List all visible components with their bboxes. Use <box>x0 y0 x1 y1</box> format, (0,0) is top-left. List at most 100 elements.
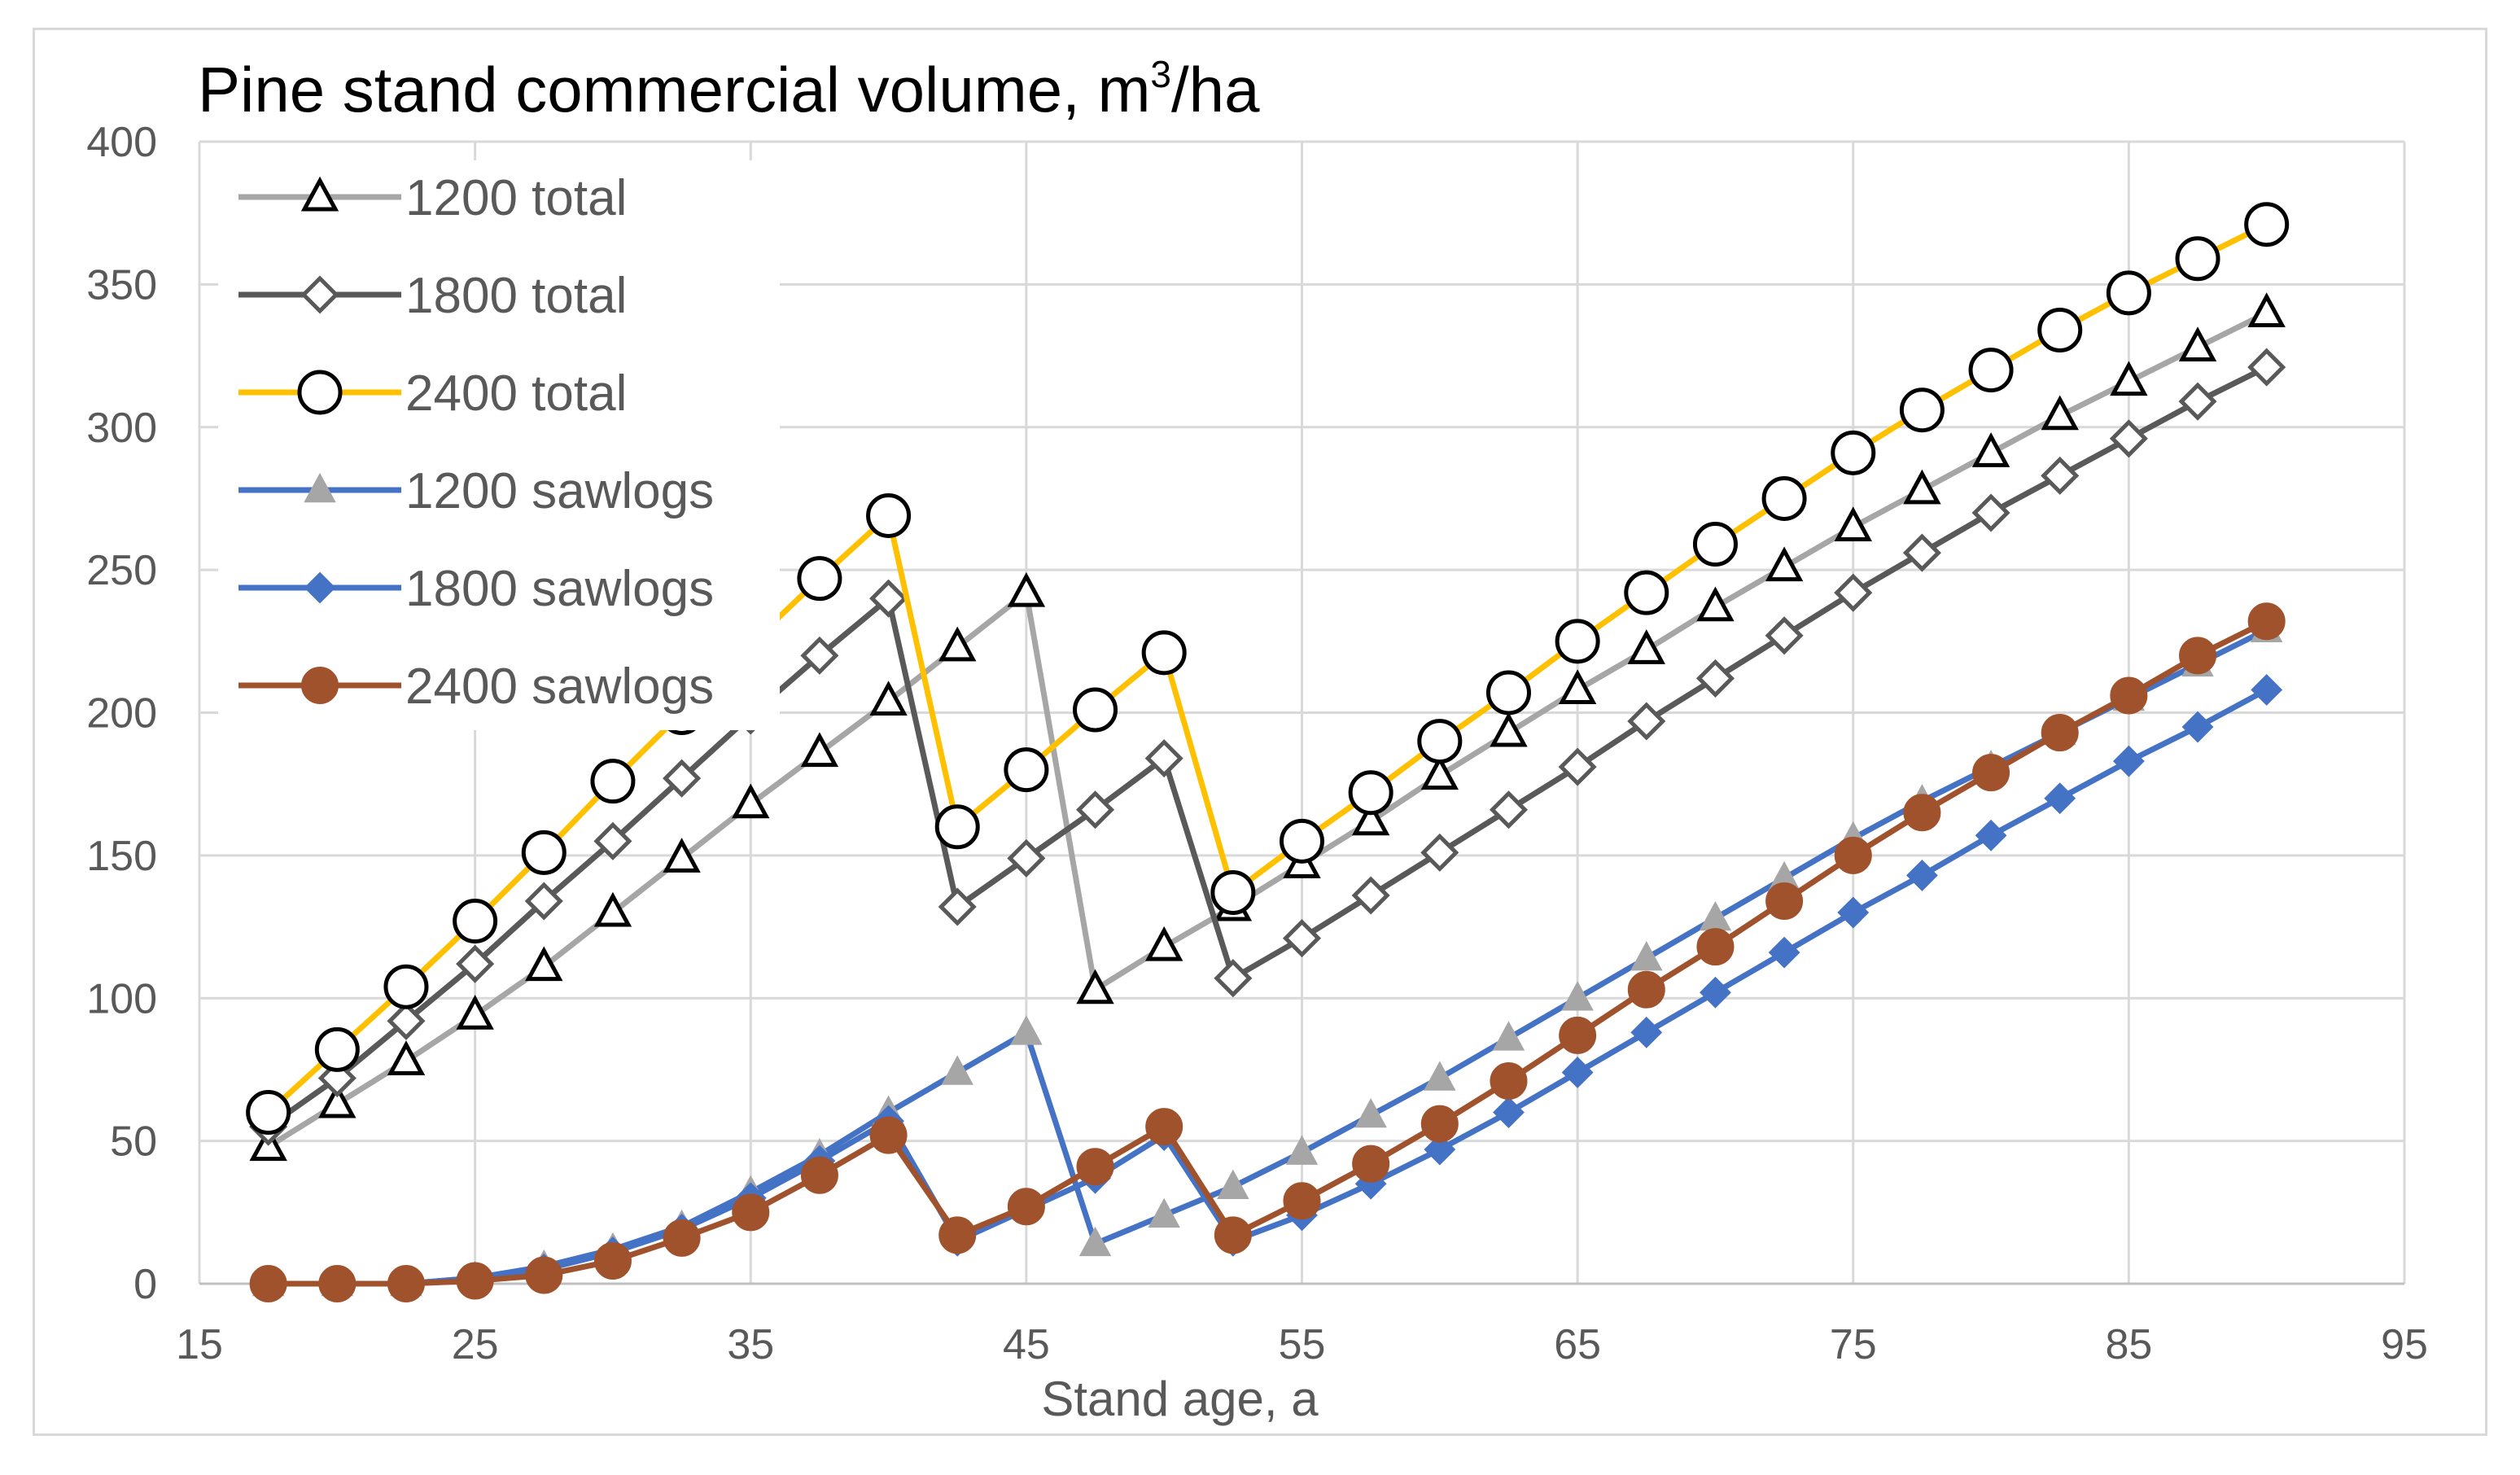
y-tick-label: 200 <box>86 690 157 738</box>
data-point-marker <box>1420 1105 1459 1143</box>
data-point-marker <box>866 492 912 538</box>
data-point-marker <box>2244 202 2290 247</box>
legend-item: 2400 total <box>238 365 627 422</box>
data-point-marker <box>525 946 563 982</box>
x-tick-label: 15 <box>176 1321 223 1368</box>
data-point-marker <box>1490 711 1528 747</box>
data-point-marker <box>869 579 908 618</box>
data-point-marker <box>1695 659 1735 698</box>
data-point-marker <box>1972 754 2010 792</box>
data-point-marker <box>456 995 494 1030</box>
data-point-marker <box>521 829 567 875</box>
series-2400-sawlogs <box>249 602 2286 1302</box>
legend-item: 2400 sawlogs <box>238 659 714 715</box>
data-point-marker <box>1424 1061 1456 1091</box>
data-point-marker <box>1210 869 1256 915</box>
data-point-marker <box>593 891 632 927</box>
data-point-marker <box>2109 419 2148 458</box>
data-point-marker <box>1561 981 1594 1011</box>
data-point-marker <box>387 1265 425 1302</box>
data-point-marker <box>797 556 842 602</box>
data-point-marker <box>1007 1188 1045 1226</box>
data-point-marker <box>2112 745 2145 777</box>
data-point-marker <box>1282 919 1322 958</box>
y-tick-label: 250 <box>86 547 157 594</box>
data-point-marker <box>1765 546 1804 582</box>
legend-background <box>218 160 780 730</box>
data-point-marker <box>593 821 632 860</box>
data-point-marker <box>1630 941 1663 971</box>
data-point-marker <box>1007 571 1046 607</box>
data-point-marker <box>249 1265 287 1302</box>
data-point-marker <box>300 176 339 212</box>
series-2400-total <box>246 202 2290 1136</box>
data-point-marker <box>1010 1015 1043 1045</box>
data-point-marker <box>1834 836 1872 874</box>
data-point-marker <box>1352 1145 1390 1183</box>
x-tick-label: 75 <box>1830 1321 1877 1368</box>
y-tick-label: 400 <box>86 119 157 166</box>
data-point-marker <box>304 571 336 604</box>
data-point-marker <box>663 1219 701 1257</box>
data-point-marker <box>663 838 701 873</box>
legend-item: 1200 sawlogs <box>238 463 714 519</box>
data-point-marker <box>1214 959 1253 998</box>
chart-title-superscript: 3 <box>1150 53 1171 95</box>
data-point-marker <box>1555 619 1600 664</box>
data-point-marker <box>1007 838 1046 878</box>
data-point-marker <box>1899 387 1945 433</box>
data-point-marker <box>2179 637 2217 675</box>
data-point-marker <box>1831 430 1876 475</box>
x-tick-label: 25 <box>452 1321 499 1368</box>
data-point-marker <box>2175 236 2220 282</box>
data-point-marker <box>1073 687 1118 733</box>
x-tick-label: 65 <box>1554 1321 1601 1368</box>
y-tick-label: 150 <box>86 833 157 880</box>
data-point-marker <box>1834 573 1873 612</box>
data-point-marker <box>318 1265 357 1302</box>
data-point-marker <box>1075 790 1115 829</box>
x-tick-label: 45 <box>1003 1321 1050 1368</box>
data-point-marker <box>1217 1169 1249 1199</box>
data-point-marker <box>1624 570 1669 615</box>
data-point-marker <box>318 1083 357 1118</box>
data-point-marker <box>1692 522 1738 567</box>
chart-svg: 0 50 100 150 200 250 300 350 400 15 25 35 45 55 65 75 85… <box>86 53 2428 1426</box>
data-point-marker <box>1905 860 1938 891</box>
series-layer <box>246 202 2290 1302</box>
y-tick-label: 100 <box>86 975 157 1022</box>
data-point-marker <box>1627 629 1665 664</box>
data-point-marker <box>800 732 839 768</box>
data-point-marker <box>1283 1182 1321 1220</box>
data-point-marker <box>297 370 343 415</box>
data-point-marker <box>2251 674 2283 706</box>
data-point-marker <box>1903 469 1941 505</box>
data-point-marker <box>1078 1226 1112 1257</box>
data-point-marker <box>1630 1016 1663 1048</box>
y-tick-label: 350 <box>86 261 157 309</box>
data-point-marker <box>1490 1061 1528 1100</box>
data-point-marker <box>1148 1197 1180 1228</box>
data-point-marker <box>456 1262 494 1300</box>
data-point-marker <box>1834 506 1872 542</box>
data-point-marker <box>2037 307 2083 352</box>
y-tick-label: 0 <box>133 1261 157 1308</box>
data-point-marker <box>383 964 429 1009</box>
chart-title: Pine stand commercial volume, m3/ha <box>198 53 1260 125</box>
data-point-marker <box>2247 602 2286 641</box>
data-point-marker <box>590 759 636 804</box>
y-tick-label: 50 <box>110 1118 157 1166</box>
x-tick-label: 35 <box>727 1321 774 1368</box>
data-point-marker <box>938 1216 977 1254</box>
data-point-marker <box>1280 818 1324 864</box>
data-point-marker <box>1141 630 1187 676</box>
data-point-marker <box>1004 747 1049 793</box>
data-point-marker <box>869 681 908 716</box>
data-point-marker <box>1761 475 1807 521</box>
data-point-marker <box>301 667 339 704</box>
data-point-marker <box>1627 970 1665 1009</box>
data-point-marker <box>387 1040 426 1075</box>
data-point-marker <box>2041 456 2080 495</box>
data-point-marker <box>1561 1057 1594 1088</box>
x-tick-label: 95 <box>2381 1321 2428 1368</box>
